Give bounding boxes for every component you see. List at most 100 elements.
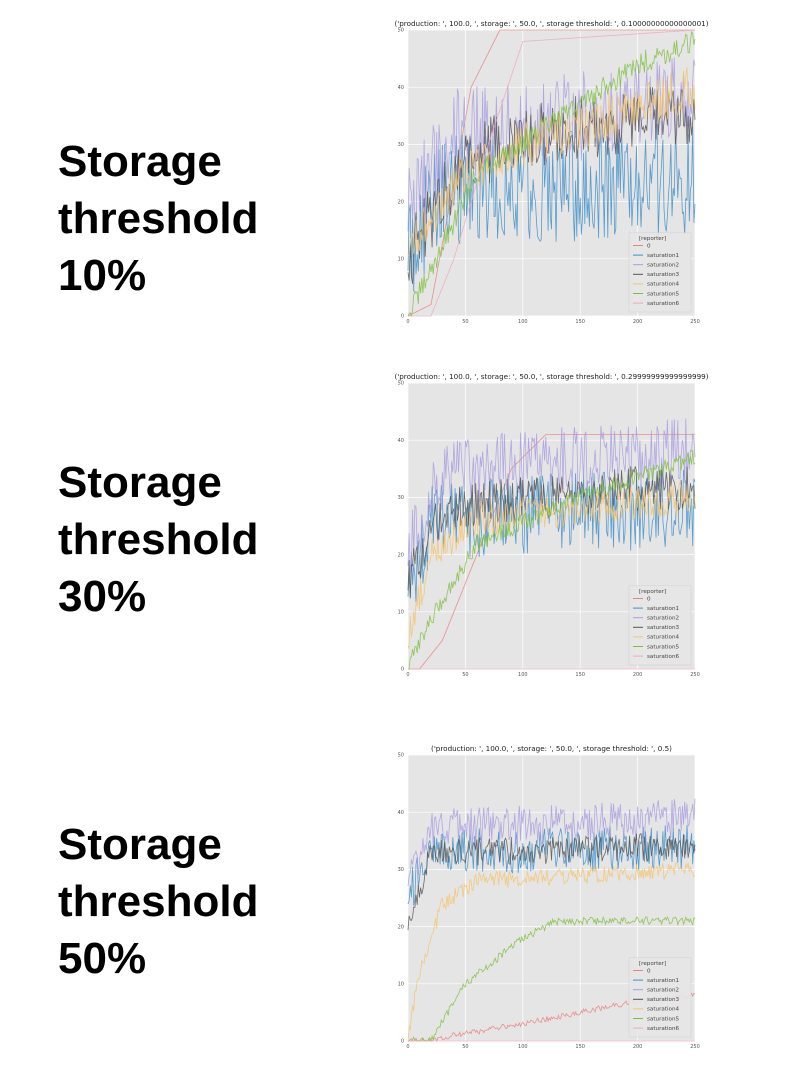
series-line-saturation3: [407, 466, 696, 599]
x-tick-label: 150: [575, 319, 585, 325]
x-tick-label: 250: [690, 1044, 700, 1050]
y-tick-label: 0: [401, 1039, 404, 1045]
series-line-saturation4: [407, 862, 696, 1042]
legend-entry: saturation5: [647, 291, 680, 297]
legend-entry: saturation4: [647, 1007, 680, 1013]
chart-svg: 0 50 100 150 200 25001020304050('production: …: [394, 19, 708, 325]
x-tick-label: 200: [633, 1044, 643, 1050]
label-line: threshold: [58, 194, 259, 243]
x-tick-label: 100: [518, 672, 528, 678]
series-line-saturation2: [407, 798, 696, 886]
legend-entry: saturation2: [647, 616, 679, 622]
x-tick-label: 250: [690, 319, 700, 325]
y-tick-label: 30: [398, 495, 404, 501]
y-tick-label: 10: [398, 982, 404, 988]
x-tick-label: 0: [406, 1044, 409, 1050]
x-tick-label: 50: [462, 1044, 468, 1050]
x-tick-label: 50: [462, 319, 468, 325]
label-line: threshold: [58, 515, 259, 564]
legend-entry: saturation6: [647, 301, 680, 307]
chart-svg: 0 50 100 150 200 25001020304050('production: …: [394, 372, 708, 678]
series-line-saturation4: [407, 67, 696, 257]
series-line-saturation5: [407, 30, 696, 318]
y-tick-label: 40: [398, 438, 404, 444]
label-line: threshold: [58, 877, 259, 926]
legend-entry: 0: [647, 596, 651, 602]
label-line: 30%: [58, 572, 147, 621]
legend-entry: 0: [647, 968, 651, 974]
legend-entry: 0: [647, 243, 651, 249]
series-line-saturation3: [407, 832, 696, 931]
y-tick-label: 20: [398, 199, 404, 205]
legend: [reporter]0 saturation1 saturation2 saturat…: [628, 957, 692, 1038]
chart-3: 0 50 100 150 200 250 0 10 20 30 40 50 ('production: …: [385, 741, 720, 1053]
series-line-saturation3: [407, 87, 696, 284]
y-tick-label: 50: [398, 28, 404, 34]
series-line-saturation1: [407, 825, 696, 906]
legend-entry: saturation5: [647, 644, 680, 650]
x-tick-label: 100: [518, 1044, 528, 1050]
legend-title: [reporter]: [639, 589, 666, 595]
legend: [reporter]0 saturation1 saturation2 saturat…: [628, 232, 692, 313]
series-line-saturation4: [407, 480, 696, 649]
label-line: Storage: [58, 137, 222, 186]
panel-label-2: Storage threshold 30%: [58, 454, 318, 625]
chart-2: 0 50 100 150 200 250 0 10 20 30 40 50 ('production: …: [385, 369, 720, 681]
series-line-saturation2: [407, 418, 696, 573]
x-tick-label: 200: [633, 672, 643, 678]
y-tick-label: 0: [401, 667, 404, 673]
x-tick-label: 150: [575, 672, 585, 678]
legend-entry: saturation1: [647, 253, 680, 259]
x-tick-label: 150: [575, 1044, 585, 1050]
y-tick-label: 20: [398, 552, 404, 558]
legend-entry: saturation1: [647, 978, 680, 984]
legend-entry: saturation1: [647, 606, 680, 612]
legend-entry: saturation5: [647, 1016, 680, 1022]
series-line-saturation5: [408, 450, 696, 670]
legend-box: [628, 232, 692, 313]
x-tick-label: 0: [406, 672, 409, 678]
series-line-0: [408, 434, 695, 670]
label-line: 10%: [58, 251, 147, 300]
legend-entry: saturation2: [647, 988, 679, 994]
y-tick-label: 40: [398, 810, 404, 816]
legend: [reporter]0 saturation1 saturation2 saturat…: [628, 585, 692, 666]
legend-title: [reporter]: [639, 236, 666, 242]
y-tick-label: 10: [398, 610, 404, 616]
legend-entry: saturation3: [647, 272, 680, 278]
y-tick-label: 50: [398, 381, 404, 387]
series-line-saturation6: [408, 29, 696, 317]
panel-label-1: Storage threshold 10%: [58, 133, 318, 304]
y-tick-label: 50: [398, 753, 404, 759]
legend-entry: saturation3: [647, 625, 680, 631]
chart-title: ('production: ', 100.0, ', storage: ', 5…: [394, 372, 708, 381]
legend-entry: saturation2: [647, 263, 679, 269]
legend-entry: saturation6: [647, 654, 680, 660]
label-line: Storage: [58, 458, 222, 507]
y-tick-label: 10: [398, 257, 404, 263]
chart-title: ('production: ', 100.0, ', storage: ', 5…: [431, 744, 672, 753]
series-line-saturation5: [408, 915, 696, 1043]
x-tick-label: 0: [406, 319, 409, 325]
y-tick-label: 20: [398, 924, 404, 930]
series-line-saturation1: [407, 123, 696, 292]
x-tick-label: 50: [462, 672, 468, 678]
chart-svg: 0 50 100 150 200 250 0 10 20 30 40 50 ('production: …: [398, 744, 700, 1050]
legend-entry: saturation4: [647, 282, 680, 288]
x-tick-label: 200: [633, 319, 643, 325]
legend-entry: saturation6: [647, 1026, 680, 1032]
y-tick-label: 30: [398, 142, 404, 148]
legend-entry: saturation3: [647, 997, 680, 1003]
label-line: Storage: [58, 820, 222, 869]
chart-title: ('production: ', 100.0, ', storage: ', 5…: [394, 19, 708, 28]
label-line: 50%: [58, 934, 147, 983]
y-tick-label: 30: [398, 867, 404, 873]
x-tick-label: 100: [518, 319, 528, 325]
x-tick-label: 250: [690, 672, 700, 678]
legend-title: [reporter]: [639, 961, 666, 967]
chart-1: 0 50 100 150 200 250 0 10 20 30 40 50 ('production: …: [385, 16, 720, 328]
legend-entry: saturation4: [647, 635, 680, 641]
panel-label-3: Storage threshold 50%: [58, 816, 318, 987]
y-tick-label: 0: [401, 314, 404, 320]
y-tick-label: 40: [398, 85, 404, 91]
